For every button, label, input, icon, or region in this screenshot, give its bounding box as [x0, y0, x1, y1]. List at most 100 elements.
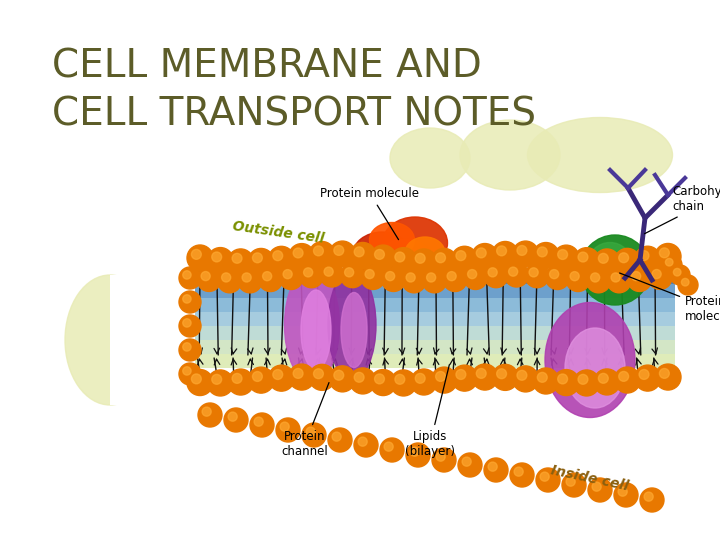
Circle shape — [380, 438, 404, 462]
Circle shape — [497, 246, 506, 256]
Circle shape — [384, 442, 393, 451]
Circle shape — [350, 242, 376, 268]
Circle shape — [269, 246, 294, 272]
Circle shape — [222, 273, 230, 282]
Circle shape — [324, 267, 333, 276]
Circle shape — [631, 272, 641, 281]
Ellipse shape — [369, 222, 415, 258]
Circle shape — [660, 248, 670, 258]
Circle shape — [462, 457, 471, 466]
Circle shape — [517, 246, 527, 255]
Ellipse shape — [565, 328, 625, 408]
Circle shape — [207, 247, 233, 274]
Circle shape — [447, 272, 456, 281]
Circle shape — [618, 487, 627, 496]
Circle shape — [289, 244, 315, 269]
Ellipse shape — [382, 217, 448, 269]
Circle shape — [477, 368, 486, 379]
FancyBboxPatch shape — [195, 326, 675, 340]
Circle shape — [536, 468, 560, 492]
Circle shape — [652, 269, 661, 279]
Circle shape — [304, 268, 312, 277]
Circle shape — [192, 374, 202, 384]
Circle shape — [558, 249, 567, 259]
Text: Protein
channel: Protein channel — [282, 382, 329, 458]
Circle shape — [673, 268, 681, 276]
Circle shape — [354, 433, 378, 457]
Circle shape — [224, 408, 248, 432]
Circle shape — [269, 365, 294, 391]
Circle shape — [614, 483, 638, 507]
Circle shape — [578, 252, 588, 262]
Circle shape — [525, 264, 549, 288]
Circle shape — [289, 364, 315, 390]
Circle shape — [402, 269, 426, 293]
Circle shape — [477, 248, 486, 258]
Circle shape — [354, 373, 364, 382]
Circle shape — [678, 275, 698, 295]
Circle shape — [681, 279, 689, 286]
FancyBboxPatch shape — [195, 284, 675, 298]
Circle shape — [497, 369, 506, 379]
Circle shape — [313, 246, 323, 256]
Circle shape — [293, 368, 303, 379]
Circle shape — [566, 267, 590, 292]
Circle shape — [280, 422, 289, 431]
Circle shape — [330, 366, 356, 392]
Circle shape — [415, 253, 425, 264]
Circle shape — [390, 370, 416, 396]
Circle shape — [436, 452, 445, 461]
Circle shape — [665, 259, 673, 266]
Circle shape — [250, 413, 274, 437]
FancyBboxPatch shape — [195, 270, 675, 284]
Circle shape — [374, 374, 384, 384]
FancyBboxPatch shape — [195, 298, 675, 312]
Circle shape — [614, 367, 640, 393]
Circle shape — [484, 264, 508, 288]
Circle shape — [390, 248, 416, 274]
Circle shape — [660, 368, 670, 379]
Ellipse shape — [328, 270, 376, 380]
Circle shape — [334, 246, 343, 255]
Circle shape — [201, 272, 210, 281]
Circle shape — [179, 315, 201, 337]
Circle shape — [341, 264, 364, 288]
Text: CELL MEMBRANE AND: CELL MEMBRANE AND — [52, 48, 482, 86]
Circle shape — [513, 366, 539, 392]
Circle shape — [365, 269, 374, 279]
Ellipse shape — [405, 237, 445, 269]
Circle shape — [293, 248, 303, 258]
Text: Outside cell: Outside cell — [231, 219, 325, 245]
Circle shape — [570, 272, 579, 281]
Circle shape — [662, 255, 682, 275]
Circle shape — [228, 249, 253, 275]
Circle shape — [517, 370, 527, 380]
Ellipse shape — [65, 275, 155, 405]
FancyBboxPatch shape — [195, 354, 675, 368]
Circle shape — [309, 241, 335, 267]
Ellipse shape — [341, 293, 367, 368]
Circle shape — [558, 374, 567, 384]
Circle shape — [183, 343, 191, 351]
FancyBboxPatch shape — [110, 275, 160, 405]
Circle shape — [273, 251, 283, 261]
Circle shape — [467, 269, 477, 279]
Circle shape — [644, 492, 653, 501]
Text: CELL TRANSPORT NOTES: CELL TRANSPORT NOTES — [52, 95, 536, 133]
Circle shape — [533, 242, 559, 268]
Circle shape — [242, 273, 251, 282]
Circle shape — [361, 266, 385, 289]
Circle shape — [588, 478, 612, 502]
Circle shape — [546, 266, 570, 289]
Circle shape — [529, 268, 538, 277]
Circle shape — [639, 369, 649, 380]
Text: Lipids
(bilayer): Lipids (bilayer) — [405, 364, 455, 458]
Ellipse shape — [588, 242, 632, 287]
Circle shape — [258, 267, 282, 292]
Circle shape — [590, 273, 600, 282]
Circle shape — [562, 473, 586, 497]
Circle shape — [302, 423, 326, 447]
Circle shape — [406, 443, 430, 467]
Circle shape — [634, 365, 661, 391]
Circle shape — [639, 251, 649, 260]
